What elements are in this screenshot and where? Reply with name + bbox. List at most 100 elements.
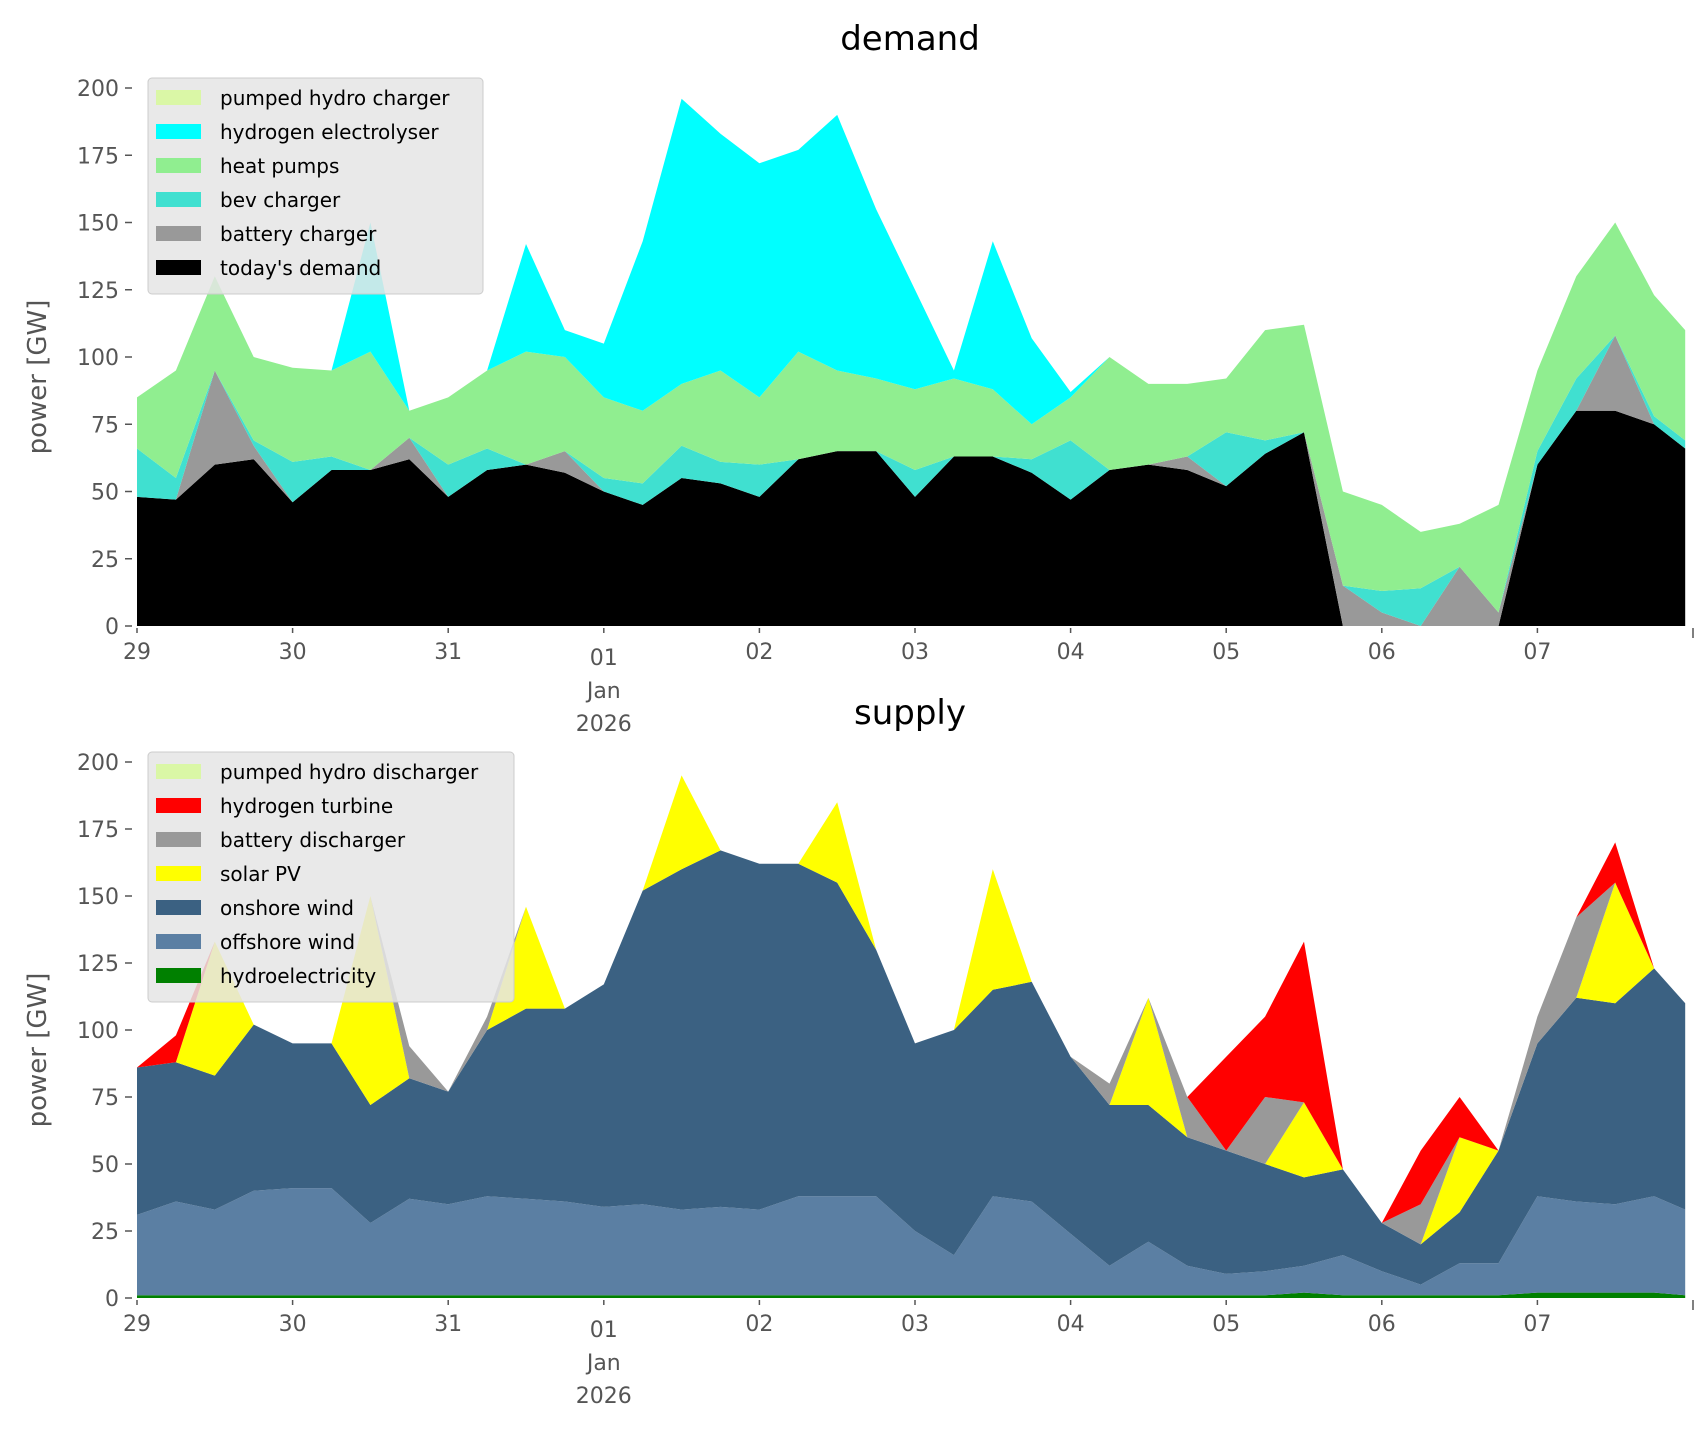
legend-swatch — [156, 192, 201, 207]
legend-item-hydrogen-turbine: hydrogen turbine — [156, 794, 393, 818]
x-tick-label: 30 — [279, 640, 307, 665]
y-axis-title: power [GW] — [23, 973, 53, 1128]
legend-item-battery-charger: battery charger — [156, 222, 377, 246]
legend-swatch — [156, 764, 201, 779]
legend-item-hydrogen-electrolyser: hydrogen electrolyser — [156, 120, 439, 144]
y-tick-label: 50 — [91, 481, 119, 506]
y-tick-label: 25 — [91, 548, 119, 573]
legend-label: heat pumps — [220, 154, 339, 178]
legend-item-battery-discharger: battery discharger — [156, 828, 406, 852]
x-tick-label: 01 — [590, 646, 618, 671]
x-tick-label: 31 — [434, 640, 462, 665]
y-tick-label: 150 — [77, 212, 119, 237]
legend-item-pumped-hydro-charger: pumped hydro charger — [156, 86, 450, 110]
y-tick-label: 200 — [77, 77, 119, 102]
legend-label: battery charger — [220, 222, 377, 246]
x-tick-label: 29 — [123, 640, 151, 665]
y-tick-label: 25 — [91, 1220, 119, 1245]
x-tick-label: 31 — [434, 1312, 462, 1337]
x-tick-label: 06 — [1368, 1312, 1396, 1337]
legend-box — [147, 77, 484, 295]
demand-chart: demand power [GW] 0 25 50 75 100 125 150 175 200 29… — [23, 19, 1694, 737]
legend-label: today's demand — [220, 256, 381, 280]
legend-item-pumped-hydro-discharger: pumped hydro discharger — [156, 760, 479, 784]
y-tick-label: 200 — [77, 751, 119, 776]
legend-swatch — [156, 90, 201, 105]
y-tick-label: 150 — [77, 885, 119, 910]
legend-item-solar-pv: solar PV — [156, 862, 301, 886]
chart-title: supply — [854, 693, 966, 733]
y-tick-label: 0 — [105, 615, 119, 640]
y-tick-label: 100 — [77, 1019, 119, 1044]
supply-chart: supply power [GW] 0 25 50 75 100 125 150 175 200 29… — [23, 693, 1694, 1409]
legend-label: hydrogen turbine — [220, 794, 393, 818]
legend: pumped hydro charger hydrogen electrolyse… — [147, 77, 484, 295]
legend-label: bev charger — [220, 188, 341, 212]
legend-label: hydrogen electrolyser — [220, 120, 439, 144]
x-tick-sublabel: Jan — [585, 1351, 621, 1376]
legend-item-bev-charger: bev charger — [156, 188, 341, 212]
legend-swatch — [156, 226, 201, 241]
legend-label: battery discharger — [220, 828, 406, 852]
legend-swatch — [156, 934, 201, 949]
legend-item-onshore-wind: onshore wind — [156, 896, 354, 920]
x-tick-label: 29 — [123, 1312, 151, 1337]
y-tick-label: 75 — [91, 1086, 119, 1111]
legend-item-today-s-demand: today's demand — [156, 256, 381, 280]
x-tick-label: 04 — [1057, 640, 1085, 665]
legend-label: hydroelectricity — [220, 964, 376, 988]
area-offshore-wind — [137, 1188, 1686, 1296]
y-axis-title: power [GW] — [23, 300, 53, 455]
x-tick-label: 03 — [901, 1312, 929, 1337]
x-tick-label: 03 — [901, 640, 929, 665]
legend-box — [147, 751, 515, 1003]
y-tick-label: 75 — [91, 413, 119, 438]
legend-label: offshore wind — [220, 930, 355, 954]
legend: pumped hydro discharger hydrogen turbine b… — [147, 751, 515, 1003]
area-layers — [137, 98, 1686, 626]
area-layers — [137, 775, 1686, 1298]
y-tick-label: 175 — [77, 144, 119, 169]
legend-label: pumped hydro discharger — [220, 760, 479, 784]
x-tick-label: 02 — [745, 640, 773, 665]
area-heat-pumps — [137, 222, 1686, 613]
area-solar-pv — [137, 775, 1686, 1245]
legend-swatch — [156, 124, 201, 139]
area-bev-charger — [137, 335, 1686, 626]
x-tick-label: 01 — [590, 1318, 618, 1343]
area-hydrogen-electrolyser — [137, 98, 1686, 532]
legend-item-heat-pumps: heat pumps — [156, 154, 339, 178]
x-tick-sublabel: Jan — [585, 679, 621, 704]
legend-item-offshore-wind: offshore wind — [156, 930, 355, 954]
y-tick-label: 175 — [77, 818, 119, 843]
legend-swatch — [156, 260, 201, 275]
legend-label: pumped hydro charger — [220, 86, 450, 110]
legend-item-hydroelectricity: hydroelectricity — [156, 964, 376, 988]
y-tick-label: 125 — [77, 952, 119, 977]
x-tick-label: 02 — [745, 1312, 773, 1337]
legend-swatch — [156, 900, 201, 915]
legend-swatch — [156, 798, 201, 813]
x-tick-label: 07 — [1523, 1312, 1551, 1337]
y-tick-label: 125 — [77, 279, 119, 304]
legend-swatch — [156, 968, 201, 983]
legend-swatch — [156, 158, 201, 173]
x-tick-label: 06 — [1368, 640, 1396, 665]
x-tick-label: 05 — [1212, 640, 1240, 665]
x-tick-label: 05 — [1212, 1312, 1240, 1337]
legend-swatch — [156, 866, 201, 881]
legend-label: solar PV — [220, 862, 301, 886]
x-tick-label: 04 — [1057, 1312, 1085, 1337]
y-tick-label: 50 — [91, 1153, 119, 1178]
area-today-s-demand — [137, 410, 1686, 626]
legend-swatch — [156, 832, 201, 847]
x-tick-label: 07 — [1523, 640, 1551, 665]
y-tick-label: 0 — [105, 1287, 119, 1312]
legend-label: onshore wind — [220, 896, 354, 920]
x-tick-sublabel: 2026 — [576, 1384, 632, 1409]
area-onshore-wind — [137, 850, 1686, 1285]
chart-title: demand — [840, 19, 980, 59]
x-tick-sublabel: 2026 — [576, 712, 632, 737]
y-tick-label: 100 — [77, 346, 119, 371]
